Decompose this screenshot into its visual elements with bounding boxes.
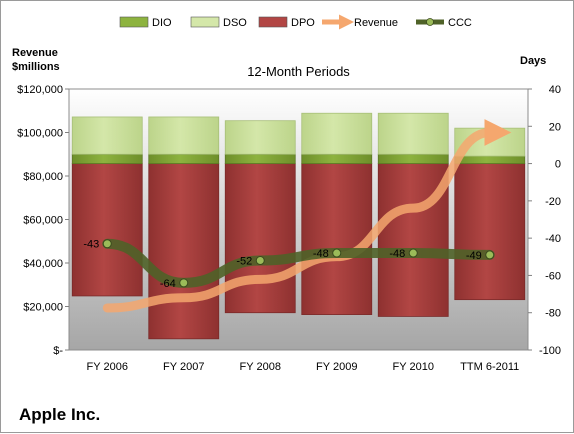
- x-tick-label: FY 2006: [87, 361, 128, 373]
- ccc-data-label: -52: [236, 256, 252, 268]
- bar-dio: [454, 155, 526, 164]
- ccc-data-label: -64: [160, 278, 176, 290]
- ccc-point: [179, 278, 189, 288]
- bar-dpo: [454, 163, 526, 301]
- left-axis-title-unit: $millions: [12, 61, 60, 73]
- legend-label-dio: DIO: [152, 17, 172, 29]
- ccc-data-label: -48: [389, 248, 405, 260]
- legend-label-dso: DSO: [223, 17, 247, 29]
- ccc-data-label: -43: [83, 239, 99, 251]
- bar-dso: [148, 116, 220, 155]
- right-axis-title: Days: [520, 55, 546, 67]
- ccc-point: [255, 256, 265, 266]
- legend-marker-ccc: [426, 18, 434, 26]
- right-tick-label: 40: [549, 84, 561, 96]
- x-tick-label: FY 2008: [240, 361, 281, 373]
- right-tick-label: -100: [539, 345, 561, 357]
- right-tick-label: -60: [545, 270, 561, 282]
- right-tick-label: -20: [545, 196, 561, 208]
- legend-label-dpo: DPO: [291, 17, 315, 29]
- right-tick-label: 0: [555, 159, 561, 171]
- bar-dio: [224, 153, 296, 164]
- bar-dso: [377, 112, 449, 155]
- chart-title: 12-Month Periods: [247, 64, 350, 79]
- bar-dpo: [301, 163, 373, 315]
- x-tick-label: FY 2009: [316, 361, 357, 373]
- right-tick-label: -80: [545, 308, 561, 320]
- bar-dpo: [224, 163, 296, 314]
- left-axis-title: Revenue: [12, 47, 58, 59]
- left-tick-label: $80,000: [23, 171, 63, 183]
- ccc-point: [332, 248, 342, 258]
- bar-dso: [224, 120, 296, 155]
- left-tick-label: $20,000: [23, 302, 63, 314]
- legend-swatch-dso: [190, 16, 220, 28]
- bar-dio: [71, 153, 143, 164]
- ccc-data-label: -48: [313, 248, 329, 260]
- right-tick-label: -40: [545, 233, 561, 245]
- left-tick-label: $60,000: [23, 215, 63, 227]
- ccc-data-label: -49: [466, 250, 482, 262]
- bar-dso: [301, 112, 373, 155]
- bar-dpo: [148, 163, 220, 340]
- left-tick-label: $120,000: [17, 84, 63, 96]
- ccc-point: [102, 239, 112, 249]
- legend-swatch-dio: [119, 16, 149, 28]
- bar-dio: [301, 153, 373, 164]
- right-tick-label: 20: [549, 121, 561, 133]
- left-tick-label: $100,000: [17, 128, 63, 140]
- x-tick-label: FY 2007: [163, 361, 204, 373]
- bar-dio: [148, 153, 220, 164]
- legend-swatch-dpo: [258, 16, 288, 28]
- left-tick-label: $-: [53, 345, 63, 357]
- ccc-point: [408, 248, 418, 258]
- left-tick-label: $40,000: [23, 258, 63, 270]
- bar-dpo: [71, 163, 143, 297]
- legend-label-revenue: Revenue: [354, 17, 398, 29]
- company-name: Apple Inc.: [19, 405, 101, 424]
- ccc-point: [485, 250, 495, 260]
- x-tick-label: TTM 6-2011: [460, 361, 519, 373]
- revenue-line: [102, 119, 512, 313]
- bar-dso: [71, 116, 143, 155]
- bar-dio: [377, 153, 449, 164]
- legend-label-ccc: CCC: [448, 17, 472, 29]
- x-tick-label: FY 2010: [393, 361, 434, 373]
